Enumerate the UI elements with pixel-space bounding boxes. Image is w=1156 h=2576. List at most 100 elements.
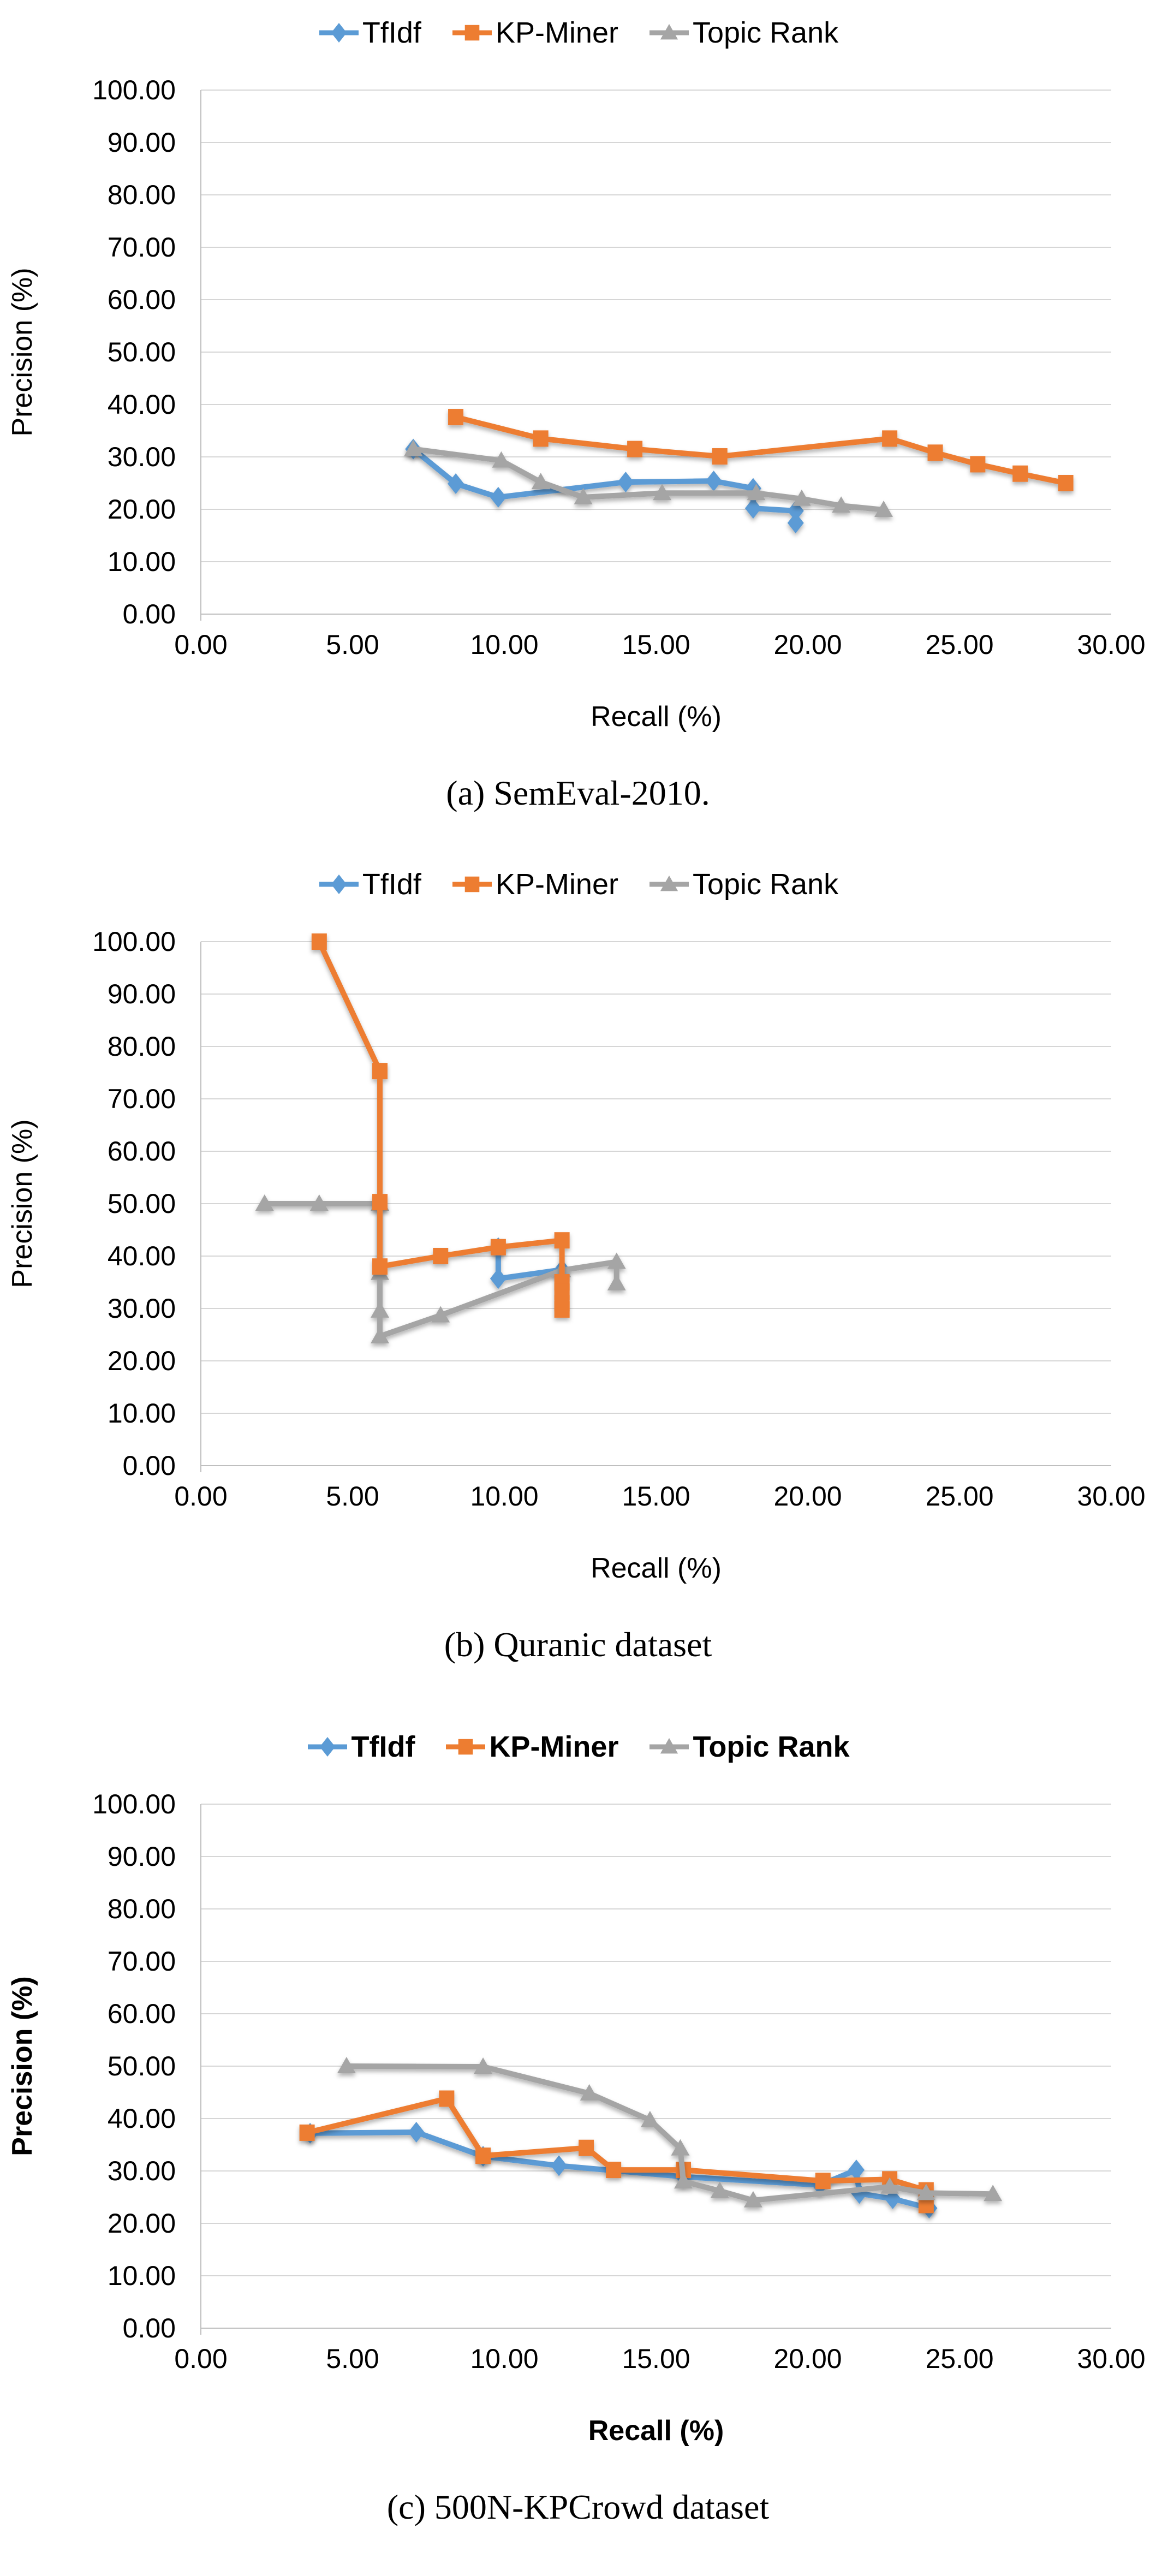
x-tick-label: 30.00 xyxy=(1077,1481,1145,1512)
chart-c-caption: (c) 500N-KPCrowd dataset xyxy=(386,2488,770,2526)
chart-a-semeval-2010: 0.00 10.00 20.00 30.00 40.00 50.00 60.00 70.00 8… xyxy=(0,0,1156,835)
x-axis-tick-labels: 0.00 5.00 10.00 15.00 20.00 25.00 30.00 xyxy=(174,2343,1145,2374)
marker-triangle xyxy=(747,484,766,501)
legend-marker-diamond-icon xyxy=(308,1736,348,1757)
legend-label: Topic Rank xyxy=(692,16,839,49)
legend-marker-diamond-icon xyxy=(319,22,359,43)
marker-square xyxy=(439,2090,455,2107)
y-tick-label: 10.00 xyxy=(108,1398,176,1429)
marker-square xyxy=(299,2124,315,2141)
marker-triangle xyxy=(832,496,851,513)
series-topic-rank xyxy=(255,1194,626,1343)
legend-label: Topic Rank xyxy=(692,868,839,901)
legend-marker-diamond-icon xyxy=(319,874,359,895)
series-topic-rank xyxy=(337,2057,1003,2208)
marker-diamond xyxy=(705,471,722,492)
chart-c-500n-kpcrowd-dataset: 0.00 10.00 20.00 30.00 40.00 50.00 60.00 70.00 8… xyxy=(0,1714,1156,2549)
x-axis-title: Recall (%) xyxy=(588,2415,724,2447)
gridlines xyxy=(201,90,1111,615)
legend-marker-square-icon xyxy=(446,1739,486,1755)
marker-triangle xyxy=(660,875,678,891)
y-tick-label: 40.00 xyxy=(108,389,176,420)
marker-triangle xyxy=(371,1326,390,1343)
marker-diamond xyxy=(331,22,347,43)
marker-triangle xyxy=(671,2139,690,2156)
y-tick-label: 0.00 xyxy=(123,1450,176,1481)
marker-square xyxy=(970,456,986,473)
marker-square xyxy=(882,430,898,447)
x-tick-label: 5.00 xyxy=(326,2343,379,2374)
y-axis-tick-labels: 0.00 10.00 20.00 30.00 40.00 50.00 60.00 70.00 8… xyxy=(92,926,176,1481)
y-axis-tick-labels: 0.00 10.00 20.00 30.00 40.00 50.00 60.00 70.00 8… xyxy=(92,75,176,629)
x-tick-label: 20.00 xyxy=(773,2343,842,2374)
marker-triangle xyxy=(710,2181,729,2198)
chart-a-canvas: 0.00 10.00 20.00 30.00 40.00 50.00 60.00 70.00 8… xyxy=(7,75,1146,733)
marker-square xyxy=(554,1301,570,1318)
marker-square xyxy=(475,2147,491,2164)
marker-diamond xyxy=(787,512,804,533)
legend-item-topic-rank: Topic Rank xyxy=(648,1730,850,1763)
series-kp-miner xyxy=(448,409,1074,491)
marker-triangle xyxy=(880,2177,899,2194)
y-tick-label: 60.00 xyxy=(108,1136,176,1167)
x-tick-label: 25.00 xyxy=(925,629,993,660)
marker-square xyxy=(927,444,943,461)
gridlines xyxy=(201,941,1111,1466)
y-axis-title: Precision (%) xyxy=(7,1976,38,2156)
legend-item-kp-miner: KP-Miner xyxy=(444,1732,618,1762)
marker-diamond xyxy=(320,1736,336,1757)
y-tick-label: 60.00 xyxy=(108,1998,176,2029)
x-tick-label: 15.00 xyxy=(622,629,690,660)
marker-square xyxy=(448,409,464,426)
gridlines xyxy=(201,1804,1111,2329)
y-tick-label: 20.00 xyxy=(108,2208,176,2239)
y-tick-label: 100.00 xyxy=(92,75,176,105)
x-axis-title: Recall (%) xyxy=(591,701,722,733)
legend-label: TfIdf xyxy=(362,16,421,49)
y-tick-label: 30.00 xyxy=(108,442,176,472)
legend-label: KP-Miner xyxy=(495,16,618,49)
legend-label: TfIdf xyxy=(362,868,421,901)
y-tick-label: 80.00 xyxy=(108,180,176,210)
marker-square xyxy=(372,1258,388,1275)
series-topic-rank xyxy=(404,439,893,517)
marker-triangle xyxy=(574,487,593,504)
marker-square xyxy=(815,2173,831,2190)
marker-diamond xyxy=(331,874,347,895)
legend-item-kp-miner: KP-Miner xyxy=(451,18,618,47)
y-tick-label: 90.00 xyxy=(108,979,176,1009)
marker-triangle xyxy=(371,1301,390,1318)
legend-marker-triangle-icon xyxy=(649,23,689,40)
marker-diamond xyxy=(884,2188,901,2209)
legend-item-tfidf: TfIdf xyxy=(318,18,421,47)
x-tick-label: 20.00 xyxy=(773,1481,842,1512)
chart-b-quranic-dataset: 0.00 10.00 20.00 30.00 40.00 50.00 60.00 70.00 8… xyxy=(0,852,1156,1687)
legend-label: Topic Rank xyxy=(693,1730,850,1763)
marker-square xyxy=(433,1248,449,1264)
legend-item-tfidf: TfIdf xyxy=(318,870,421,899)
chart-b-plot-area: 0.00 10.00 20.00 30.00 40.00 50.00 60.00 70.00 8… xyxy=(0,852,1156,1689)
marker-triangle xyxy=(309,1194,329,1211)
chart-c-legend: TfIdf KP-Miner Topic Rank xyxy=(0,1721,1156,1773)
marker-square xyxy=(458,1739,473,1755)
chart-b-canvas: 0.00 10.00 20.00 30.00 40.00 50.00 60.00 70.00 8… xyxy=(7,926,1146,1584)
marker-square xyxy=(464,876,480,893)
series-line-topic-rank xyxy=(261,1201,619,1339)
y-tick-label: 40.00 xyxy=(108,2103,176,2134)
marker-triangle xyxy=(792,489,811,506)
series-line-tfidf xyxy=(410,446,799,526)
marker-square xyxy=(1012,465,1028,482)
marker-diamond xyxy=(408,2121,425,2143)
legend-item-topic-rank: Topic Rank xyxy=(648,18,838,47)
x-tick-label: 30.00 xyxy=(1077,629,1145,660)
marker-square xyxy=(372,1194,388,1211)
x-tick-label: 20.00 xyxy=(773,629,842,660)
marker-triangle xyxy=(607,1252,626,1269)
y-tick-label: 0.00 xyxy=(123,599,176,629)
y-tick-label: 70.00 xyxy=(108,1946,176,1977)
legend-item-topic-rank: Topic Rank xyxy=(648,870,838,899)
marker-square xyxy=(490,1239,506,1256)
y-tick-label: 80.00 xyxy=(108,1894,176,1924)
y-tick-label: 0.00 xyxy=(123,2313,176,2343)
